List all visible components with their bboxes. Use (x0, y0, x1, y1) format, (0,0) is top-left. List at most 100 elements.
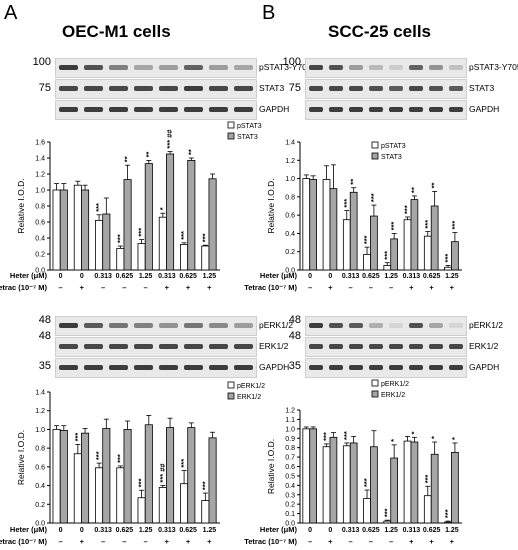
y-tick-label: 0.0 (285, 521, 295, 528)
tetrac-value: – (59, 537, 63, 546)
blot-band (429, 365, 443, 370)
y-tick-label: 0.2 (35, 252, 45, 259)
chart-bar (423, 495, 432, 524)
molecular-weight-marker: 48 (38, 314, 51, 326)
chart-bar (444, 266, 452, 271)
heter-value: 0 (328, 273, 332, 280)
chart-bar (201, 500, 210, 524)
chart-bar (309, 179, 318, 271)
significance-marker: *** (443, 509, 452, 518)
significance-marker: *** (115, 454, 124, 463)
tetrac-value: + (429, 537, 434, 546)
blot-band (429, 65, 443, 70)
blot-band (449, 107, 463, 112)
chart-bar (370, 446, 378, 524)
tetrac-value: – (369, 283, 373, 292)
molecular-weight-marker: 48 (38, 330, 51, 342)
significance-marker: ** (144, 151, 153, 157)
significance-marker: * (409, 431, 418, 434)
chart-bar (451, 241, 459, 271)
significance-marker: ** (430, 182, 439, 188)
heter-value: 1.25 (384, 273, 398, 280)
blot-band (184, 365, 203, 370)
blot-band (449, 365, 463, 370)
chart-bar (390, 457, 399, 524)
blot-band (309, 323, 323, 328)
y-tick-label: 0.4 (285, 483, 295, 490)
blot-band (134, 65, 153, 70)
blot-band (184, 86, 203, 91)
y-tick-label: 1.0 (285, 176, 295, 183)
heter-value: 0.313 (94, 527, 112, 534)
blot-row-label: STAT3 (469, 83, 495, 93)
heter-value: 1.25 (445, 273, 459, 280)
tetrac-value: + (165, 537, 170, 546)
blot-band (84, 344, 103, 349)
heter-value: 0.625 (116, 527, 134, 534)
chart-bar (116, 247, 125, 271)
chart-bar (59, 189, 68, 271)
blot-band (349, 86, 363, 91)
heter-value: 0.313 (158, 527, 176, 534)
y-axis-label: Relative I.O.D. (16, 178, 26, 233)
blot-strip (55, 337, 257, 357)
blot-band (234, 365, 253, 370)
blot-band (84, 86, 103, 91)
blot-row-label: pERK1/2 (469, 320, 504, 330)
heter-value: 0.313 (158, 273, 176, 280)
blot-strip (305, 58, 467, 78)
blot-band (84, 107, 103, 112)
blot-band (329, 323, 343, 328)
y-tick-label: 1.2 (285, 158, 295, 165)
y-axis-label: Relative I.O.D. (266, 178, 276, 233)
chart-bar (423, 235, 432, 271)
blot-band (309, 86, 323, 91)
chart-bar (322, 179, 331, 271)
significance-marker: *** (137, 228, 146, 237)
legend-label: STAT3 (237, 134, 258, 141)
legend-label: ERK1/2 (381, 392, 405, 399)
blot-band (329, 107, 343, 112)
panel-letter-b: B (262, 2, 276, 24)
y-axis-label: Relative I.O.D. (266, 439, 276, 494)
y-tick-label: 1.2 (285, 408, 295, 415)
y-tick-label: 0.4 (35, 236, 45, 243)
blot-strip (55, 100, 257, 120)
blot-band (389, 344, 403, 349)
chart-bar (144, 424, 153, 524)
chart-bar (363, 254, 371, 271)
blot-band (234, 344, 253, 349)
heter-value: 0.313 (403, 273, 421, 280)
y-tick-label: 1.6 (35, 140, 45, 147)
chart-bar (95, 219, 104, 271)
significance-marker: *** ## (158, 463, 167, 483)
blot-band (209, 107, 228, 112)
significance-marker: * (430, 436, 439, 439)
significance-marker: *** (389, 222, 398, 231)
blot-band (409, 86, 423, 91)
heter-value: 0 (59, 527, 63, 534)
significance-marker: *** (450, 221, 459, 230)
blot-strip (55, 58, 257, 78)
tetrac-value: – (349, 283, 353, 292)
blot-strip (305, 79, 467, 99)
blot-row-label: ERK1/2 (259, 341, 289, 351)
molecular-weight-marker: 100 (282, 56, 301, 68)
chart-bar (302, 428, 311, 524)
significance-marker: *** (179, 459, 188, 468)
chart-bar (166, 153, 175, 271)
blot-band (109, 344, 128, 349)
blot-band (159, 344, 178, 349)
significance-marker: ** (123, 156, 132, 162)
chart-bar (180, 483, 189, 524)
tetrac-value: – (144, 537, 148, 546)
y-tick-label: 1.4 (35, 156, 45, 163)
chart-bar (144, 163, 153, 271)
significance-marker: *** (342, 431, 351, 440)
significance-marker: * (389, 439, 398, 442)
significance-marker: ** (409, 187, 418, 193)
blot-band (409, 365, 423, 370)
heter-value: 0.313 (94, 273, 112, 280)
blot-band (209, 344, 228, 349)
